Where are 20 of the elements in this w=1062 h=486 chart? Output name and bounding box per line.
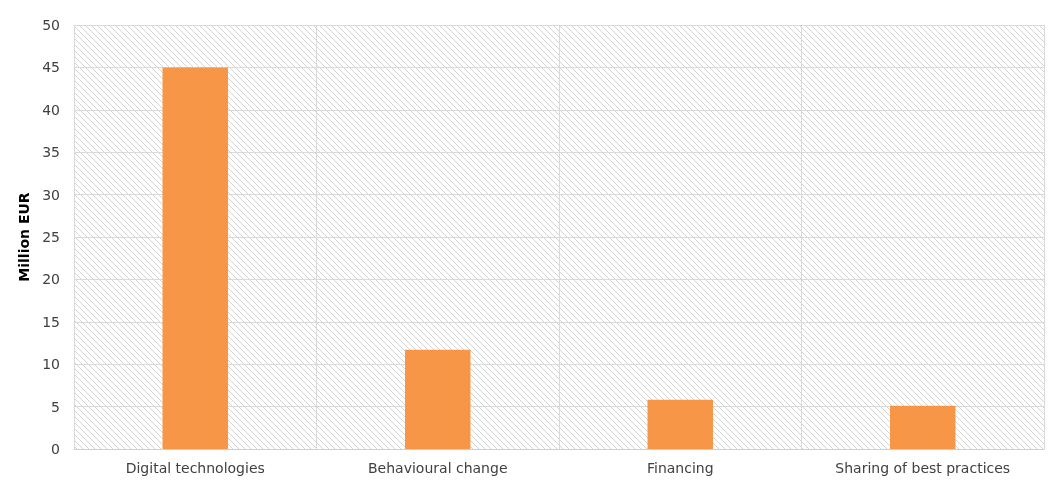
y-tick-label: 20 [42, 271, 60, 288]
bar [647, 399, 713, 449]
x-tick-label: Sharing of best practices [835, 460, 1011, 476]
y-tick-label: 50 [42, 17, 60, 33]
y-tick-label: 35 [42, 144, 60, 161]
y-axis-title: Million EUR [16, 192, 33, 282]
y-tick-label: 30 [42, 186, 60, 203]
bar [405, 349, 471, 449]
y-tick-label: 25 [42, 229, 60, 245]
y-tick-label: 45 [42, 59, 60, 76]
x-tick-label: Behavioural change [368, 460, 508, 476]
y-tick-label: 15 [42, 313, 60, 330]
y-tick-label: 0 [51, 441, 60, 457]
bar [890, 405, 956, 449]
bar [162, 67, 228, 449]
x-tick-label: Financing [646, 460, 714, 476]
x-tick-label: Digital technologies [125, 460, 265, 476]
y-tick-label: 5 [51, 398, 60, 415]
y-tick-label: 10 [42, 356, 60, 373]
y-tick-label: 40 [42, 101, 60, 118]
